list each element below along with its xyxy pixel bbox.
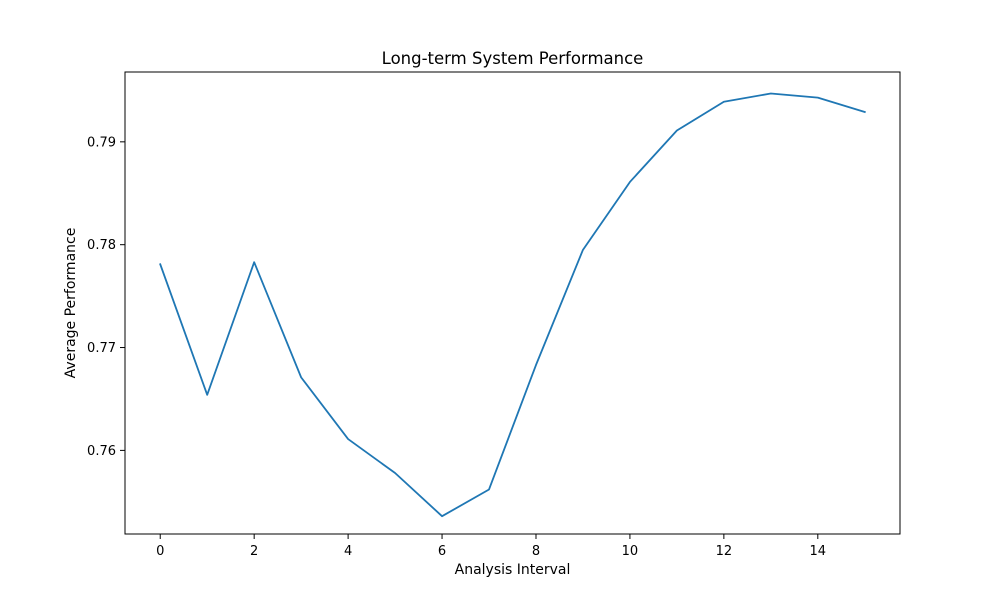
x-tick-label: 14 — [810, 544, 827, 559]
y-tick-label: 0.78 — [87, 238, 116, 253]
y-tick-label: 0.79 — [87, 135, 116, 150]
x-tick-label: 12 — [716, 544, 733, 559]
y-tick-label: 0.76 — [87, 444, 116, 459]
axes-frame — [124, 71, 901, 535]
x-tick-label: 6 — [438, 544, 446, 559]
x-tick-label: 2 — [250, 544, 258, 559]
x-axis-label: Analysis Interval — [455, 562, 571, 578]
x-tick-label: 4 — [344, 544, 352, 559]
x-tick-label: 10 — [622, 544, 639, 559]
plot-area: 0 2 4 6 8 10 12 14 0.76 0.77 0.78 0.79 — [87, 71, 901, 559]
chart-title: Long-term System Performance — [382, 49, 644, 68]
y-tick-label: 0.77 — [87, 341, 116, 356]
x-tick-label: 0 — [156, 544, 164, 559]
y-axis-label: Average Performance — [63, 228, 79, 379]
x-tick-label: 8 — [532, 544, 540, 559]
series-line — [159, 92, 866, 518]
